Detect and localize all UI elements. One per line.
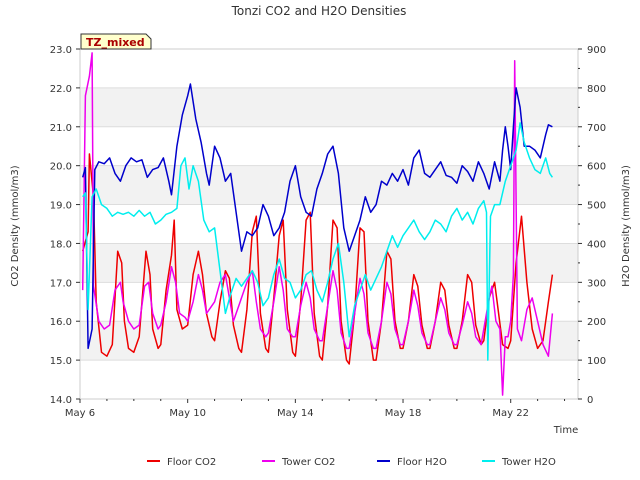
y-left-tick-label: 18.0 bbox=[50, 239, 72, 250]
legend-label: Floor CO2 bbox=[167, 457, 216, 468]
x-tick-label: May 14 bbox=[277, 408, 314, 419]
series-tower-h2o bbox=[82, 122, 554, 361]
site-badge-label: TZ_mixed bbox=[86, 36, 145, 49]
background-band bbox=[80, 165, 578, 205]
y-right-tick-label: 900 bbox=[587, 45, 606, 56]
y-right-tick-label: 500 bbox=[587, 201, 606, 212]
y-axis-right-label: H2O Density (mmol/m3) bbox=[621, 165, 632, 287]
y-right-tick-label: 800 bbox=[587, 84, 606, 95]
series-lines bbox=[81, 52, 554, 396]
chart-title: Tonzi CO2 and H2O Densities bbox=[231, 4, 407, 18]
y-right-tick-label: 0 bbox=[587, 395, 593, 406]
x-axis-label: Time bbox=[553, 425, 578, 436]
x-tick-label: May 6 bbox=[65, 408, 95, 419]
y-left-tick-label: 14.0 bbox=[50, 395, 72, 406]
series-floor-co2 bbox=[81, 153, 554, 365]
y-left-tick-label: 15.0 bbox=[50, 356, 72, 367]
y-right-tick-label: 600 bbox=[587, 162, 606, 173]
legend-label: Tower H2O bbox=[501, 457, 556, 468]
background-band bbox=[80, 87, 578, 127]
y-right-tick-label: 100 bbox=[587, 356, 606, 367]
y-right-tick-label: 200 bbox=[587, 317, 606, 328]
y-right-tick-label: 300 bbox=[587, 278, 606, 289]
series-floor-h2o bbox=[81, 83, 553, 350]
y-left-tick-label: 17.0 bbox=[50, 278, 72, 289]
x-tick-label: May 22 bbox=[492, 408, 529, 419]
y-left-tick-label: 19.0 bbox=[50, 201, 72, 212]
y-axis-left-label: CO2 Density (mmol/m3) bbox=[10, 165, 21, 286]
y-left-tick-label: 23.0 bbox=[50, 45, 72, 56]
legend-label: Floor H2O bbox=[397, 457, 447, 468]
background-band bbox=[80, 321, 578, 361]
y-left-tick-label: 21.0 bbox=[50, 123, 72, 134]
y-right-tick-label: 400 bbox=[587, 239, 606, 250]
y-right-tick-label: 700 bbox=[587, 123, 606, 134]
x-tick-label: May 10 bbox=[169, 408, 206, 419]
background-bands bbox=[80, 87, 578, 361]
y-left-tick-label: 22.0 bbox=[50, 84, 72, 95]
axis-ticks: 14.0 15.0 16.0 17.0 18.0 19.0 20.0 21.0 22.0 23.0… bbox=[50, 45, 606, 419]
y-left-tick-label: 16.0 bbox=[50, 317, 72, 328]
legend: Floor CO2 Tower CO2 Floor H2O Tower H2O bbox=[147, 457, 556, 468]
legend-label: Tower CO2 bbox=[281, 457, 335, 468]
series-tower-co2 bbox=[81, 52, 554, 396]
x-tick-label: May 18 bbox=[385, 408, 422, 419]
site-badge: TZ_mixed bbox=[80, 33, 152, 50]
y-left-tick-label: 20.0 bbox=[50, 162, 72, 173]
